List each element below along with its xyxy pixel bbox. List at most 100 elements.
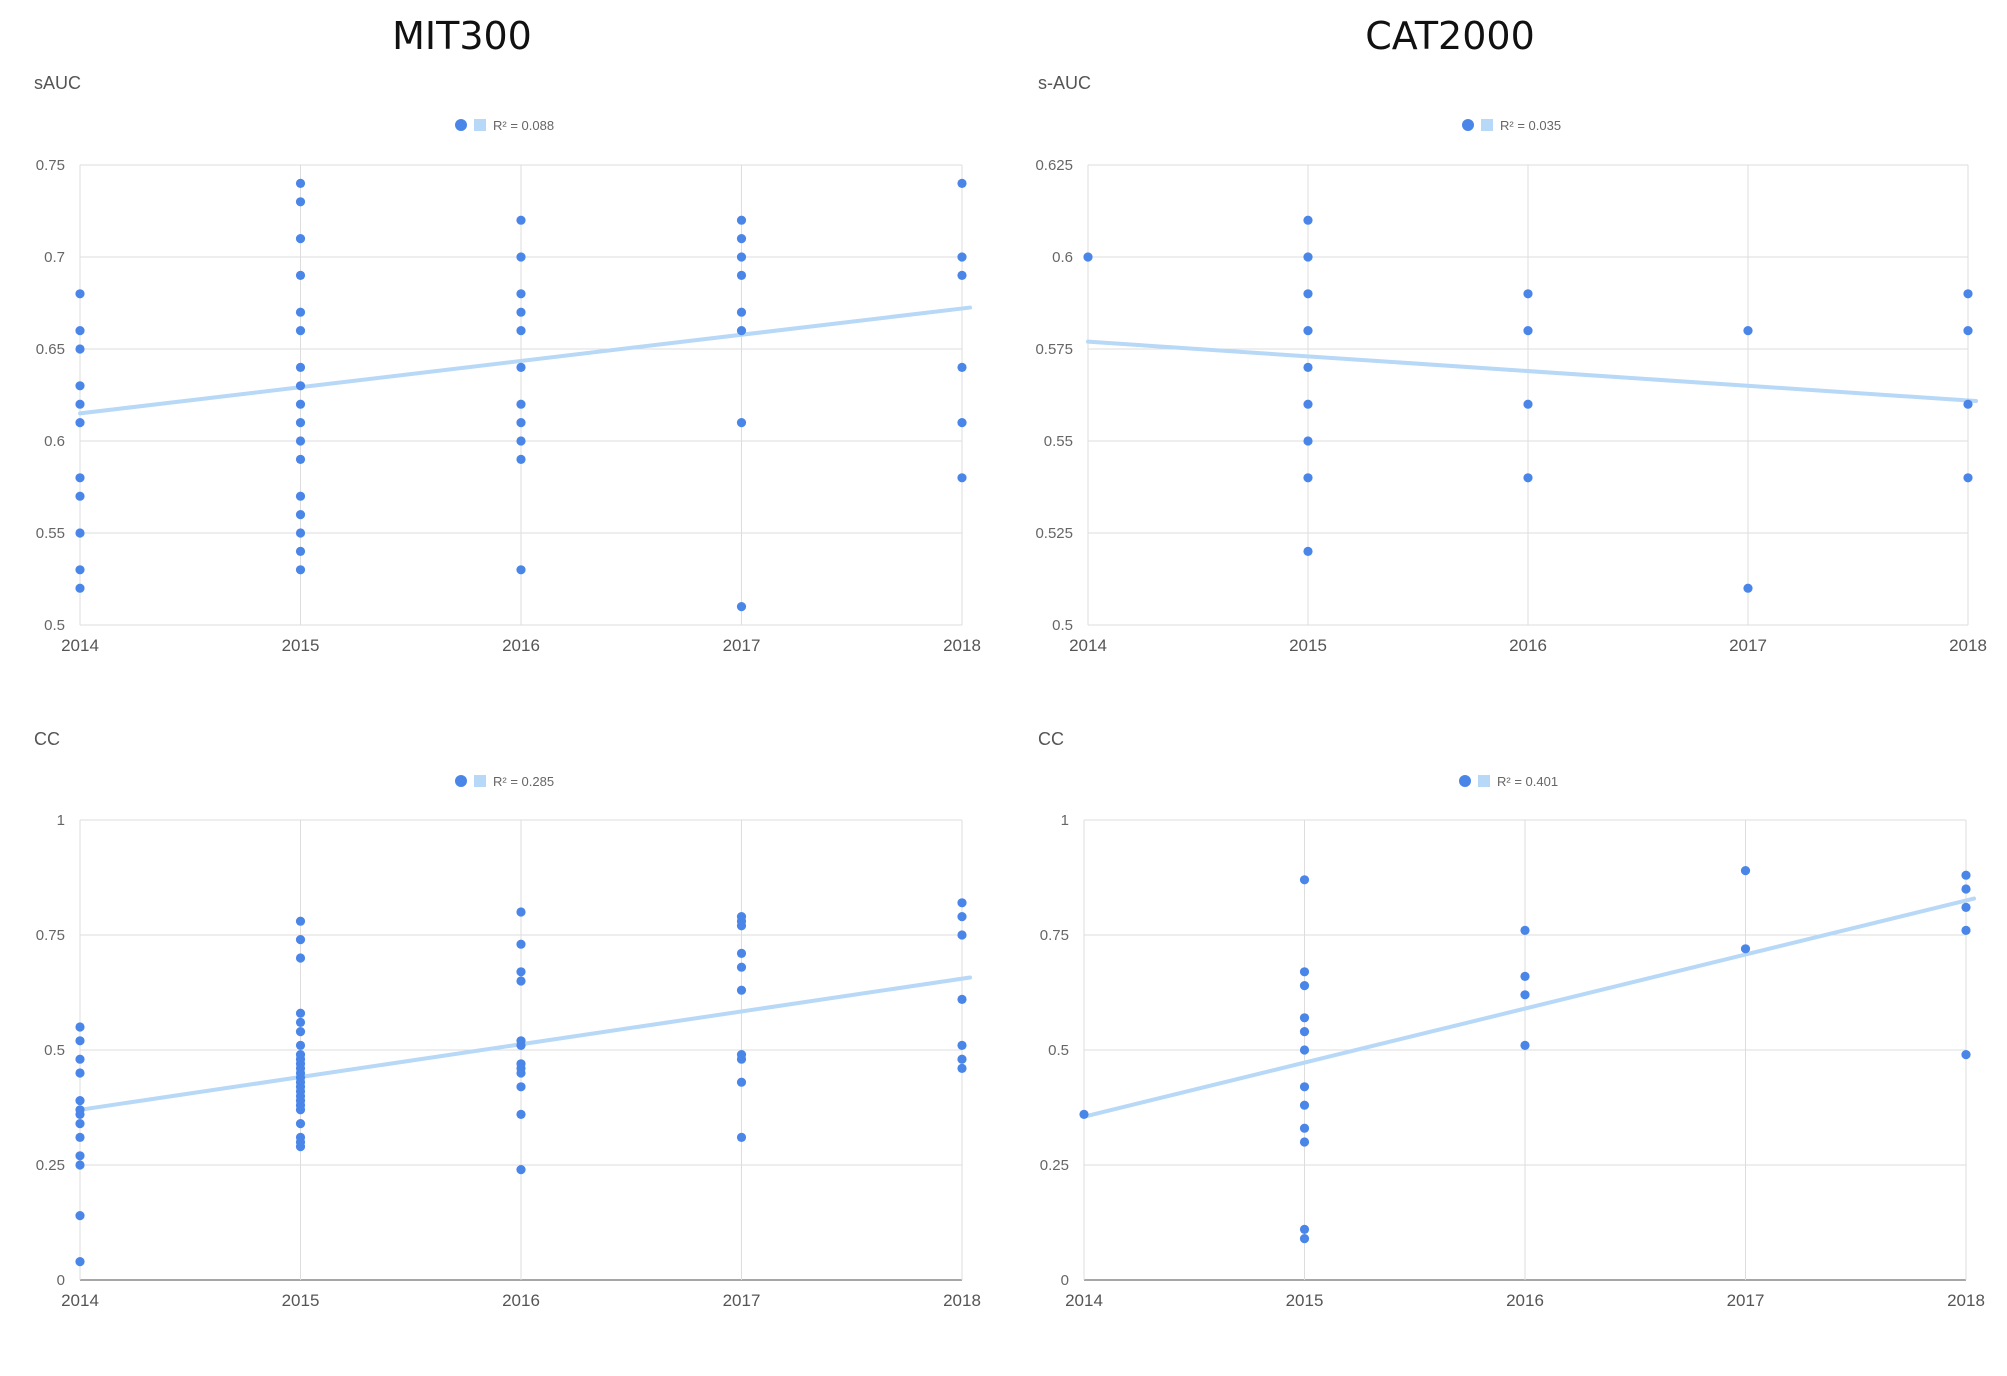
- trendline: [1086, 339, 1978, 404]
- data-point: [1303, 399, 1313, 409]
- x-tick-label: 2016: [502, 636, 540, 655]
- x-tick-label: 2015: [282, 1291, 320, 1310]
- chart-mit300-sauc: sAUC R² = 0.088 0.5 0.55 0.6 0.65 0.7 0.75 2014 2…: [34, 73, 981, 655]
- y-tick-label: 0.6: [44, 433, 65, 450]
- data-point: [295, 491, 306, 501]
- data-point: [1299, 1234, 1310, 1244]
- trendline: [78, 305, 972, 416]
- x-tick-label: 2018: [943, 1291, 981, 1310]
- data-point: [516, 436, 526, 446]
- data-point: [1523, 473, 1533, 483]
- y-tick-label: 0.525: [1035, 525, 1073, 542]
- y-tick-label: 0.625: [1035, 157, 1073, 174]
- data-point: [736, 418, 747, 428]
- y-tick-label: 0.6: [1052, 249, 1073, 266]
- data-point: [1961, 870, 1971, 880]
- data-point: [1299, 1045, 1310, 1055]
- data-point: [75, 1151, 85, 1161]
- data-point: [75, 1096, 85, 1106]
- data-point: [75, 491, 85, 501]
- data-point: [1299, 1100, 1310, 1110]
- y-tick-label: 0.25: [36, 1157, 65, 1174]
- data-point: [295, 270, 306, 280]
- data-point: [75, 399, 85, 409]
- y-tick-label: 0.5: [1048, 1042, 1069, 1059]
- data-point: [75, 565, 85, 575]
- data-point: [75, 1109, 85, 1119]
- data-point: [1303, 362, 1313, 372]
- y-tick-label: 0.575: [1035, 341, 1073, 358]
- data-point: [516, 976, 526, 986]
- data-point: [736, 962, 747, 972]
- data-point: [1740, 944, 1751, 954]
- data-point: [295, 381, 306, 391]
- data-point: [1961, 884, 1971, 894]
- data-point: [1303, 215, 1313, 225]
- column-title-mit300: MIT300: [392, 14, 532, 58]
- legend-trendline-marker: [1481, 119, 1493, 131]
- data-point: [295, 1119, 306, 1129]
- data-point: [75, 1068, 85, 1078]
- data-point: [1303, 473, 1313, 483]
- data-point: [957, 252, 967, 262]
- data-point: [1740, 866, 1751, 876]
- x-tick-label: 2015: [1289, 636, 1327, 655]
- data-point: [295, 178, 306, 188]
- data-point: [957, 994, 967, 1004]
- data-point: [957, 270, 967, 280]
- data-point: [295, 307, 306, 317]
- data-point: [516, 1068, 526, 1078]
- x-tick-label: 2018: [943, 636, 981, 655]
- x-tick-label: 2014: [61, 636, 99, 655]
- data-point: [516, 1040, 526, 1050]
- data-point: [1520, 1040, 1530, 1050]
- legend-point-marker: [1459, 775, 1471, 787]
- data-point: [295, 418, 306, 428]
- data-point: [1961, 902, 1971, 912]
- chart-mit300-cc: CC R² = 0.285 0 0.25 0.5 0.75 1 2014 2015 2016 201…: [34, 729, 981, 1310]
- data-point: [1299, 1123, 1310, 1133]
- data-point: [736, 215, 747, 225]
- x-tick-label: 2014: [61, 1291, 99, 1310]
- data-point: [1299, 1082, 1310, 1092]
- data-point: [736, 1054, 747, 1064]
- data-point: [295, 399, 306, 409]
- data-point: [295, 546, 306, 556]
- data-point: [516, 1165, 526, 1175]
- data-point: [516, 289, 526, 299]
- data-point: [736, 252, 747, 262]
- data-point: [1299, 1224, 1310, 1234]
- y-axis-label: CC: [1038, 729, 1064, 749]
- data-point: [736, 948, 747, 958]
- chart-cat2000-sauc: s-AUC R² = 0.035 0.5 0.525 0.55 0.575 0.6 0.625…: [1035, 73, 1986, 655]
- legend-trendline-marker: [474, 775, 486, 787]
- data-point: [516, 215, 526, 225]
- data-point: [957, 930, 967, 940]
- data-point: [516, 565, 526, 575]
- data-point: [75, 1022, 85, 1032]
- data-point: [295, 510, 306, 520]
- x-tick-label: 2018: [1947, 1291, 1985, 1310]
- x-tick-label: 2015: [282, 636, 320, 655]
- data-point: [1523, 399, 1533, 409]
- y-tick-label: 1: [1061, 812, 1069, 829]
- data-point: [1299, 967, 1310, 977]
- data-point: [75, 1132, 85, 1142]
- y-axis-label: s-AUC: [1038, 73, 1091, 93]
- y-tick-label: 0.75: [36, 927, 65, 944]
- data-point: [75, 1036, 85, 1046]
- legend-point-marker: [1462, 119, 1474, 131]
- x-tick-label: 2014: [1069, 636, 1107, 655]
- data-point: [1303, 252, 1313, 262]
- data-point: [516, 939, 526, 949]
- data-point: [957, 1063, 967, 1073]
- data-point: [516, 418, 526, 428]
- data-point: [75, 1119, 85, 1129]
- data-point: [516, 1082, 526, 1092]
- data-point: [295, 1017, 306, 1027]
- data-point: [295, 565, 306, 575]
- data-point: [1963, 399, 1973, 409]
- y-tick-label: 0.25: [1040, 1157, 1069, 1174]
- data-point: [1079, 1109, 1089, 1119]
- y-axis-label: sAUC: [34, 73, 81, 93]
